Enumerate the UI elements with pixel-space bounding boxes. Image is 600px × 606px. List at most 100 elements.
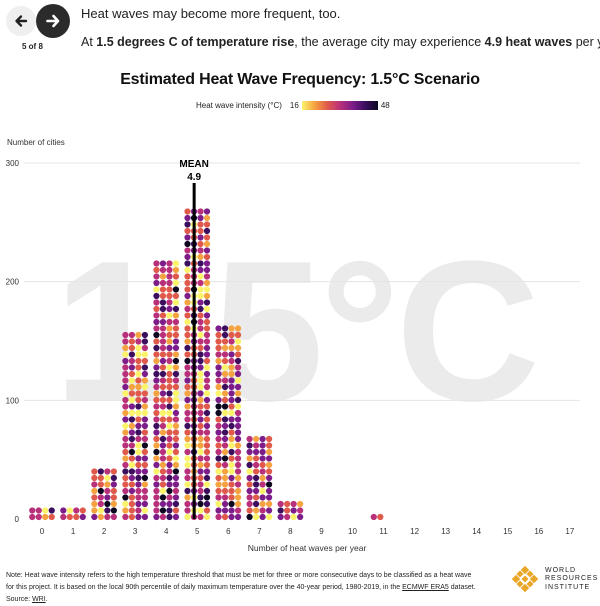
bar-11 (370, 513, 384, 521)
city-dot (277, 507, 284, 514)
city-dot (159, 487, 167, 495)
city-dot (184, 481, 191, 488)
city-dot (266, 500, 273, 508)
city-dot (141, 396, 148, 404)
city-dot (184, 403, 191, 410)
city-dot (228, 422, 235, 430)
city-dot (215, 422, 222, 430)
city-dot (128, 331, 135, 339)
city-dot (122, 403, 129, 410)
city-dot (153, 390, 160, 397)
city-dot (172, 305, 180, 313)
city-dot (122, 474, 129, 482)
mean-marker: MEAN 4.9 (179, 159, 209, 519)
city-dot (135, 435, 142, 443)
city-dot (141, 513, 148, 521)
city-dot (215, 429, 222, 436)
city-dot (215, 338, 222, 345)
city-dot (153, 396, 160, 404)
city-dot (159, 325, 167, 332)
previous-slide-button[interactable] (6, 6, 36, 36)
city-dot (110, 468, 117, 475)
dataset-link[interactable]: ECMWF ERA5 (402, 584, 449, 591)
city-dot (153, 507, 160, 514)
city-dot (159, 273, 167, 280)
city-dot (166, 279, 173, 287)
city-dot (128, 351, 135, 358)
city-dot (141, 364, 148, 371)
city-dot (166, 331, 173, 339)
city-dot (197, 422, 204, 430)
city-dot (172, 513, 180, 521)
city-dot (228, 448, 235, 456)
city-dot (197, 377, 204, 384)
city-dot (135, 507, 142, 514)
city-dot (166, 312, 173, 319)
city-dot (166, 429, 173, 436)
city-dot (197, 351, 204, 358)
city-dot (159, 351, 167, 358)
x-tick-2: 2 (102, 527, 107, 536)
city-dot (153, 299, 160, 306)
city-dot (228, 474, 235, 482)
city-dot (197, 286, 204, 293)
city-dot (221, 364, 229, 371)
city-dot (166, 338, 173, 345)
city-dot (159, 299, 167, 306)
city-dot (234, 351, 242, 358)
city-dot (197, 487, 204, 495)
city-dot (197, 364, 204, 371)
city-dot (184, 500, 191, 508)
city-dot (104, 513, 111, 521)
city-dot (184, 312, 191, 319)
city-dot (48, 513, 55, 521)
city-dot (159, 292, 167, 300)
city-dot (128, 344, 135, 352)
city-dot (197, 500, 204, 508)
city-dot (91, 500, 98, 508)
city-dot (203, 351, 211, 358)
city-dot (215, 455, 222, 462)
city-dot (153, 461, 160, 469)
city-dot (228, 481, 235, 488)
city-dot (153, 344, 160, 352)
city-dot (153, 286, 160, 293)
city-dot (172, 448, 180, 456)
city-dot (42, 507, 49, 514)
city-dot (277, 500, 284, 508)
city-dot (215, 390, 222, 397)
city-dot (215, 507, 222, 514)
city-dot (246, 507, 253, 514)
city-dot (135, 377, 142, 384)
city-dot (253, 494, 260, 501)
city-dot (221, 474, 229, 482)
city-dot (97, 468, 104, 475)
city-dot (197, 208, 204, 215)
city-dot (153, 409, 160, 417)
city-dot (153, 487, 160, 495)
city-dot (215, 357, 222, 365)
next-slide-button[interactable] (36, 4, 70, 38)
city-dot (172, 461, 180, 469)
city-dot (172, 435, 180, 443)
city-dot (277, 513, 284, 521)
city-dot (97, 481, 104, 488)
city-dot (166, 357, 173, 365)
x-tick-17: 17 (565, 527, 574, 536)
city-dot (166, 377, 173, 384)
city-dot (184, 240, 191, 248)
city-dot (234, 513, 242, 521)
city-dot (104, 474, 111, 482)
city-dot (215, 494, 222, 501)
city-dot (128, 396, 135, 404)
city-dot (253, 455, 260, 462)
city-dot (135, 390, 142, 397)
city-dot (197, 299, 204, 306)
city-dot (197, 260, 204, 267)
city-dot (234, 507, 242, 514)
city-dot (128, 448, 135, 456)
city-dot (234, 435, 242, 443)
city-dot (166, 305, 173, 313)
city-dot (141, 390, 148, 397)
city-dot (215, 383, 222, 391)
